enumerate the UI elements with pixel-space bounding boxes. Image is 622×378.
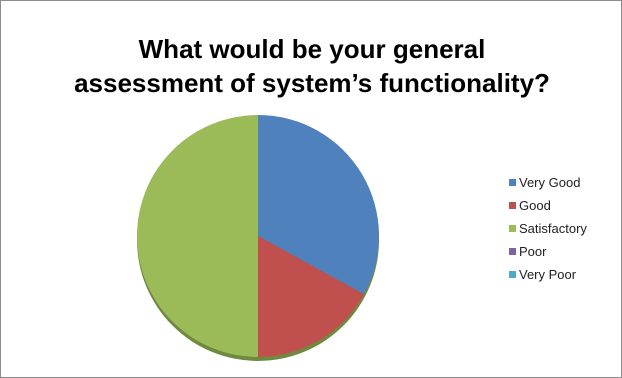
legend-label-poor: Poor [519, 243, 547, 259]
legend-swatch-poor [509, 248, 516, 255]
chart-title-line-2: assessment of system’s functionality? [74, 68, 550, 98]
legend-swatch-good [509, 202, 516, 209]
legend-item-good: Good [509, 194, 587, 217]
pie-slice-good [258, 236, 365, 357]
pie-slice-satisfactory [137, 115, 258, 357]
legend-label-satisfactory: Satisfactory [519, 220, 587, 236]
chart-title: What would be your general assessment of… [1, 32, 622, 100]
legend-item-very-poor: Very Poor [509, 263, 587, 286]
legend-label-very-good: Very Good [519, 174, 581, 190]
legend-swatch-very-good [509, 179, 516, 186]
legend-label-good: Good [519, 197, 551, 213]
legend-item-very-good: Very Good [509, 171, 587, 194]
legend-item-poor: Poor [509, 240, 587, 263]
pie-slice-very-good [258, 115, 379, 295]
legend-swatch-satisfactory [509, 225, 516, 232]
legend-label-very-poor: Very Poor [519, 266, 577, 282]
legend-swatch-very-poor [509, 271, 516, 278]
chart-title-line-1: What would be your general [138, 34, 486, 64]
legend-item-satisfactory: Satisfactory [509, 217, 587, 240]
legend: Very Good Good Satisfactory Poor Very Po… [509, 171, 587, 286]
